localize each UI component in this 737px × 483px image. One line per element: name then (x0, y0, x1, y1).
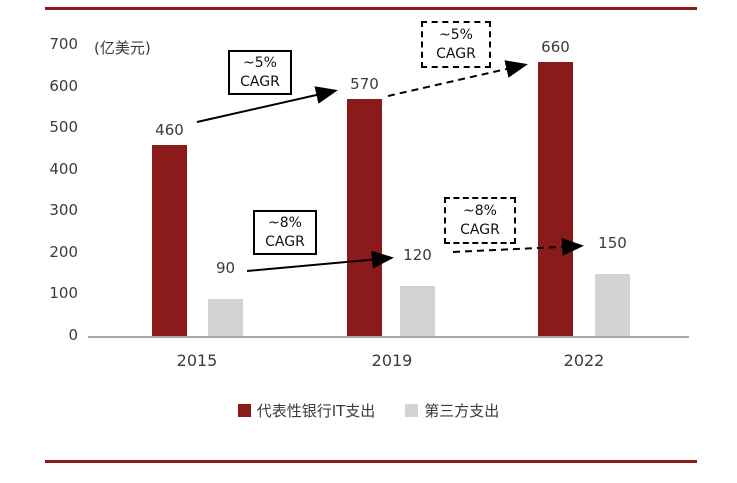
bar-value-label: 570 (350, 75, 379, 94)
bar-third-party-spend (595, 273, 630, 336)
cagr-annotation-thirdparty-2019-2022: ~8% CAGR (444, 197, 516, 244)
y-axis-tick-label: 0 (68, 326, 78, 344)
y-axis-tick-label: 100 (49, 284, 78, 303)
cagr-label: CAGR (460, 221, 500, 238)
y-axis-tick-label: 500 (49, 118, 78, 137)
bar-bank-it-spend (152, 144, 187, 336)
bar-third-party-spend (208, 298, 243, 336)
bar-bank-it-spend (347, 99, 382, 336)
bottom-divider-rule (45, 460, 697, 463)
legend-item: 代表性银行IT支出 (237, 400, 376, 421)
y-axis-tick-label: 700 (49, 35, 78, 53)
legend: 代表性银行IT支出 第三方支出 (0, 400, 737, 421)
cagr-rate: ~8% (463, 202, 497, 219)
cagr-rate: ~5% (439, 26, 473, 43)
cagr-annotation-thirdparty-2015-2019: ~8% CAGR (253, 210, 317, 255)
bar-value-label: 90 (215, 258, 236, 277)
bar-third-party-spend (400, 286, 435, 336)
x-axis-label: 2019 (371, 351, 413, 370)
bar-value-label: 120 (403, 246, 432, 265)
legend-label: 代表性银行IT支出 (256, 402, 376, 420)
bar-value-label: 660 (541, 37, 570, 56)
arrow-bank-2015-2019 (196, 86, 338, 123)
cagr-annotation-bank-2019-2022: ~5% CAGR (421, 21, 491, 68)
y-axis-unit-label: (亿美元) (94, 39, 151, 57)
arrow-bank-2019-2022 (387, 60, 528, 97)
cagr-rate: ~8% (268, 214, 302, 231)
bar-value-label: 460 (155, 120, 184, 139)
cagr-annotation-bank-2015-2019: ~5% CAGR (228, 50, 292, 95)
y-axis-tick-label: 300 (49, 201, 78, 220)
legend-swatch (237, 404, 251, 417)
cagr-rate: ~5% (243, 54, 277, 71)
x-axis-label: 2022 (563, 351, 605, 370)
y-axis-tick-label: 600 (49, 76, 78, 95)
x-axis-baseline (88, 336, 689, 338)
legend-swatch (405, 404, 419, 417)
x-axis-label: 2015 (176, 351, 218, 370)
cagr-label: CAGR (265, 233, 305, 250)
bar-value-label: 150 (598, 233, 627, 252)
top-divider-rule (45, 7, 697, 10)
bar-bank-it-spend (538, 61, 573, 336)
cagr-label: CAGR (240, 73, 280, 90)
y-axis-tick-label: 400 (49, 159, 78, 178)
legend-label: 第三方支出 (424, 402, 500, 420)
legend-item: 第三方支出 (405, 400, 499, 421)
y-axis-tick-label: 200 (49, 242, 78, 261)
cagr-label: CAGR (436, 45, 476, 62)
